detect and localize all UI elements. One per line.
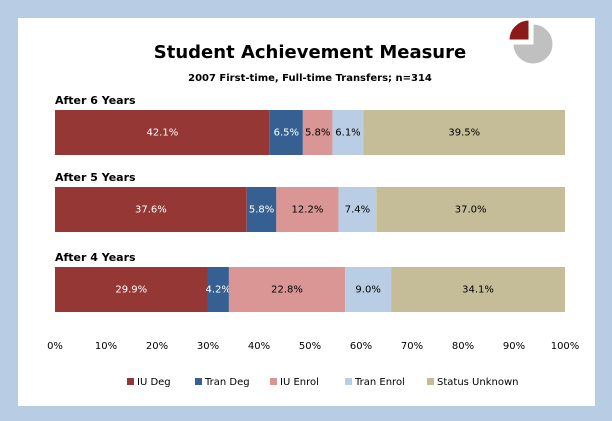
category-label: After 5 Years: [55, 171, 136, 184]
pie-icon: [508, 19, 554, 65]
chart-subtitle: 2007 First-time, Full-time Transfers; n=…: [188, 73, 432, 84]
bar-segment: [207, 267, 229, 312]
bar-segment: [228, 267, 346, 312]
bar-segment: [55, 267, 208, 312]
legend-label: Tran Deg: [204, 377, 250, 388]
x-tick-label: 70%: [401, 341, 423, 352]
legend-swatch: [195, 378, 202, 385]
data-label: 37.6%: [135, 205, 167, 216]
data-label: 4.2%: [205, 285, 230, 296]
x-tick-label: 50%: [299, 341, 321, 352]
data-label: 22.8%: [271, 285, 303, 296]
data-label: 37.0%: [455, 205, 487, 216]
data-label: 5.8%: [305, 128, 330, 139]
bar-segment: [363, 110, 565, 155]
bar-segment: [269, 110, 303, 155]
chart-title: Student Achievement Measure: [154, 42, 466, 63]
x-tick-label: 80%: [452, 341, 474, 352]
data-label: 9.0%: [355, 285, 380, 296]
x-tick-label: 60%: [350, 341, 372, 352]
data-label: 12.2%: [292, 205, 324, 216]
bar-segment: [332, 110, 364, 155]
bar-segment: [276, 187, 339, 232]
bar-segment: [338, 187, 377, 232]
bar-segment: [55, 110, 270, 155]
legend-swatch: [427, 378, 434, 385]
x-tick-label: 100%: [551, 341, 580, 352]
data-label: 39.5%: [448, 128, 480, 139]
category-label: After 4 Years: [55, 251, 136, 264]
x-tick-label: 20%: [146, 341, 168, 352]
legend-label: Status Unknown: [437, 377, 518, 388]
bar-segment: [55, 187, 247, 232]
bar-segment: [376, 187, 565, 232]
data-label: 6.5%: [274, 128, 299, 139]
legend-label: IU Enrol: [280, 377, 319, 388]
x-tick-label: 0%: [47, 341, 63, 352]
data-label: 42.1%: [146, 128, 178, 139]
legend-swatch: [270, 378, 277, 385]
category-label: After 6 Years: [55, 94, 136, 107]
data-label: 6.1%: [335, 128, 360, 139]
data-label: 29.9%: [115, 285, 147, 296]
bar-segment: [246, 187, 277, 232]
x-tick-label: 40%: [248, 341, 270, 352]
x-tick-label: 30%: [197, 341, 219, 352]
bar-segment: [345, 267, 392, 312]
legend-label: Tran Enrol: [354, 377, 405, 388]
data-label: 34.1%: [462, 285, 494, 296]
data-label: 7.4%: [345, 205, 370, 216]
x-tick-label: 10%: [95, 341, 117, 352]
bar-segment: [391, 267, 565, 312]
legend-label: IU Deg: [137, 377, 171, 388]
bar-segment: [302, 110, 333, 155]
legend-swatch: [345, 378, 352, 385]
data-label: 5.8%: [249, 205, 274, 216]
x-tick-label: 90%: [503, 341, 525, 352]
legend-swatch: [127, 378, 134, 385]
